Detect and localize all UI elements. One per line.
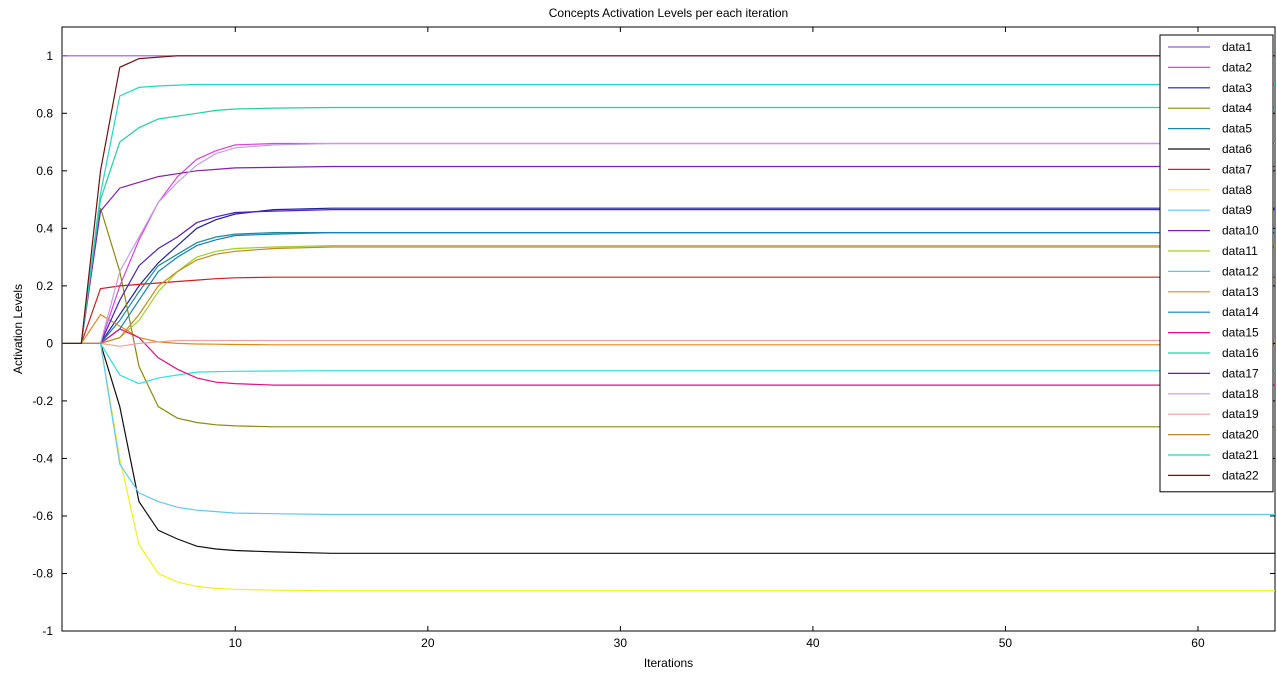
- series-line-data19: [62, 339, 1275, 347]
- y-tick-label: 0.6: [36, 164, 53, 178]
- legend-label-data7: data7: [1222, 162, 1252, 176]
- x-tick-label: 10: [229, 636, 243, 650]
- y-tick-label: -0.2: [32, 394, 53, 408]
- series-line-data5: [62, 232, 1275, 344]
- legend-label-data9: data9: [1222, 203, 1252, 217]
- legend-label-data19: data19: [1222, 407, 1259, 421]
- legend-label-data3: data3: [1222, 81, 1252, 95]
- legend-label-data16: data16: [1222, 346, 1259, 360]
- series-line-data12: [62, 342, 1275, 385]
- plot-frame: [61, 26, 1276, 632]
- legend-label-data22: data22: [1222, 468, 1259, 482]
- x-axis-label: Iterations: [644, 656, 693, 670]
- y-tick-label: -0.4: [32, 451, 53, 465]
- series-line-data9: [62, 342, 1275, 516]
- legend-label-data4: data4: [1222, 101, 1252, 115]
- series-line-data7: [62, 276, 1275, 344]
- series-line-data2: [62, 142, 1275, 344]
- legend-label-data12: data12: [1222, 264, 1259, 278]
- series-line-data16: [62, 106, 1275, 344]
- legend-label-data13: data13: [1222, 285, 1259, 299]
- legend-label-data10: data10: [1222, 224, 1259, 238]
- x-tick-label: 40: [806, 636, 820, 650]
- legend-label-data6: data6: [1222, 142, 1252, 156]
- x-tick-label: 20: [421, 636, 435, 650]
- legend-label-data18: data18: [1222, 387, 1259, 401]
- legend-label-data14: data14: [1222, 305, 1259, 319]
- series-line-data17: [62, 209, 1275, 344]
- y-tick-label: 0.8: [36, 106, 53, 120]
- y-tick-label: -1: [42, 624, 53, 638]
- series-line-data21: [62, 83, 1275, 344]
- y-tick-label: 1: [46, 49, 53, 63]
- legend-label-data8: data8: [1222, 183, 1252, 197]
- series-line-data10: [62, 165, 1275, 344]
- series-line-data20: [62, 246, 1275, 344]
- series-line-data14: [62, 232, 1275, 344]
- y-tick-label: 0: [46, 336, 53, 350]
- legend-label-data20: data20: [1222, 428, 1259, 442]
- series-line-data4: [62, 208, 1275, 428]
- legend-label-data17: data17: [1222, 366, 1259, 380]
- y-tick-label: 0.4: [36, 221, 53, 235]
- legend-label-data1: data1: [1222, 40, 1252, 54]
- legend-label-data5: data5: [1222, 122, 1252, 136]
- legend-label-data2: data2: [1222, 60, 1252, 74]
- series-line-data18: [62, 142, 1275, 344]
- y-tick-label: 0.2: [36, 279, 53, 293]
- x-tick-label: 30: [614, 636, 628, 650]
- legend-label-data15: data15: [1222, 326, 1259, 340]
- series-line-data6: [62, 342, 1275, 554]
- legend-label-data11: data11: [1222, 244, 1258, 258]
- series-line-data3: [62, 207, 1275, 344]
- series-line-data11: [62, 245, 1275, 344]
- x-tick-label: 60: [1191, 636, 1205, 650]
- legend-box: [1159, 34, 1274, 493]
- series-line-data15: [62, 328, 1275, 386]
- series-line-data22: [62, 55, 1275, 344]
- y-tick-label: -0.8: [32, 566, 53, 580]
- chart-title: Concepts Activation Levels per each iter…: [549, 6, 788, 20]
- y-tick-label: -0.6: [32, 509, 53, 523]
- y-axis-label: Activation Levels: [11, 284, 25, 374]
- legend-label-data21: data21: [1222, 448, 1259, 462]
- x-tick-label: 50: [999, 636, 1013, 650]
